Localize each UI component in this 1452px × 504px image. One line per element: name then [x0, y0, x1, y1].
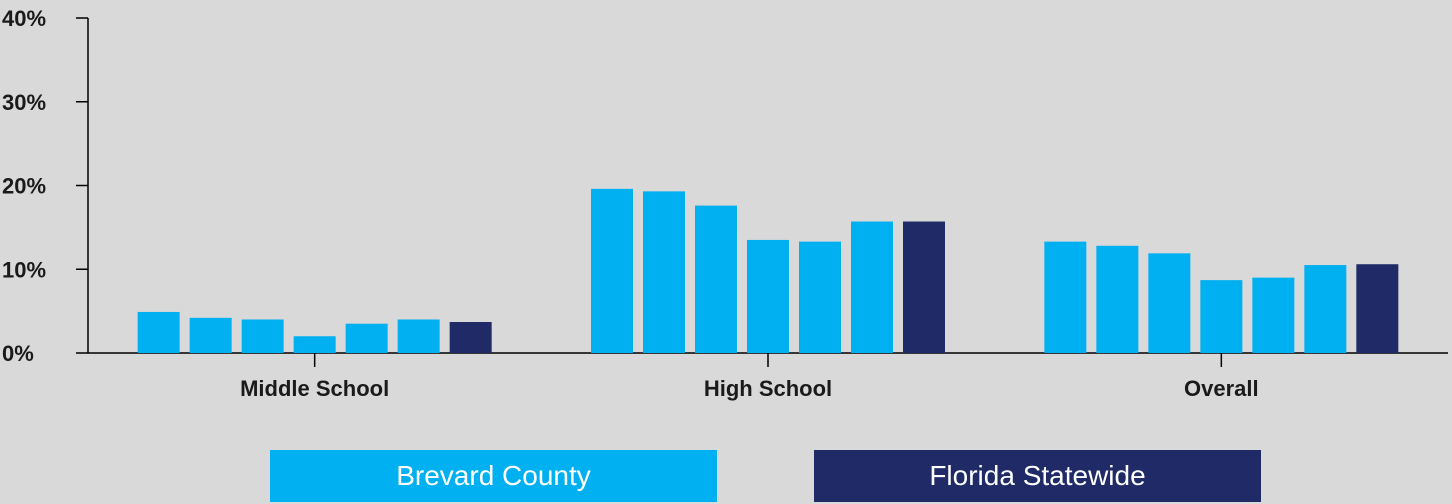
bar-brevard	[397, 319, 440, 353]
legend-florida-label: Florida Statewide	[929, 460, 1146, 491]
bar-florida	[1356, 264, 1399, 353]
bar-brevard	[1200, 280, 1243, 353]
bar-brevard	[643, 191, 685, 353]
bar-brevard	[799, 241, 841, 353]
bar-brevard	[1304, 265, 1347, 353]
bar-brevard	[1252, 277, 1295, 353]
legend-brevard-county: Brevard County	[270, 450, 717, 502]
bar-brevard	[695, 205, 737, 353]
bar-brevard	[137, 311, 180, 353]
x-tick-label: Middle School	[240, 376, 389, 401]
x-tick-label: Overall	[1184, 376, 1259, 401]
bar-brevard	[293, 336, 336, 353]
y-tick-label: 0%	[2, 341, 34, 366]
bar-brevard	[851, 221, 893, 353]
bar-brevard	[189, 317, 232, 353]
y-tick-label: 30%	[2, 90, 46, 115]
y-tick-label: 20%	[2, 174, 46, 199]
legend-brevard-label: Brevard County	[396, 460, 591, 491]
bar-florida	[903, 221, 945, 353]
bar-brevard	[1148, 253, 1191, 353]
y-tick-label: 40%	[2, 6, 46, 31]
legend-florida-statewide: Florida Statewide	[814, 450, 1261, 502]
bar-florida	[449, 322, 492, 353]
bar-brevard	[241, 319, 284, 353]
x-tick-label: High School	[704, 376, 832, 401]
bar-chart: 0% 10% 20% 30% 40% Middle School High School Ov…	[2, 6, 1448, 401]
bar-brevard	[1096, 245, 1139, 353]
bar-brevard	[345, 323, 388, 353]
bar-brevard	[1044, 241, 1087, 353]
bar-brevard	[747, 239, 789, 353]
bar-brevard	[591, 188, 633, 353]
y-tick-label: 10%	[2, 257, 46, 282]
